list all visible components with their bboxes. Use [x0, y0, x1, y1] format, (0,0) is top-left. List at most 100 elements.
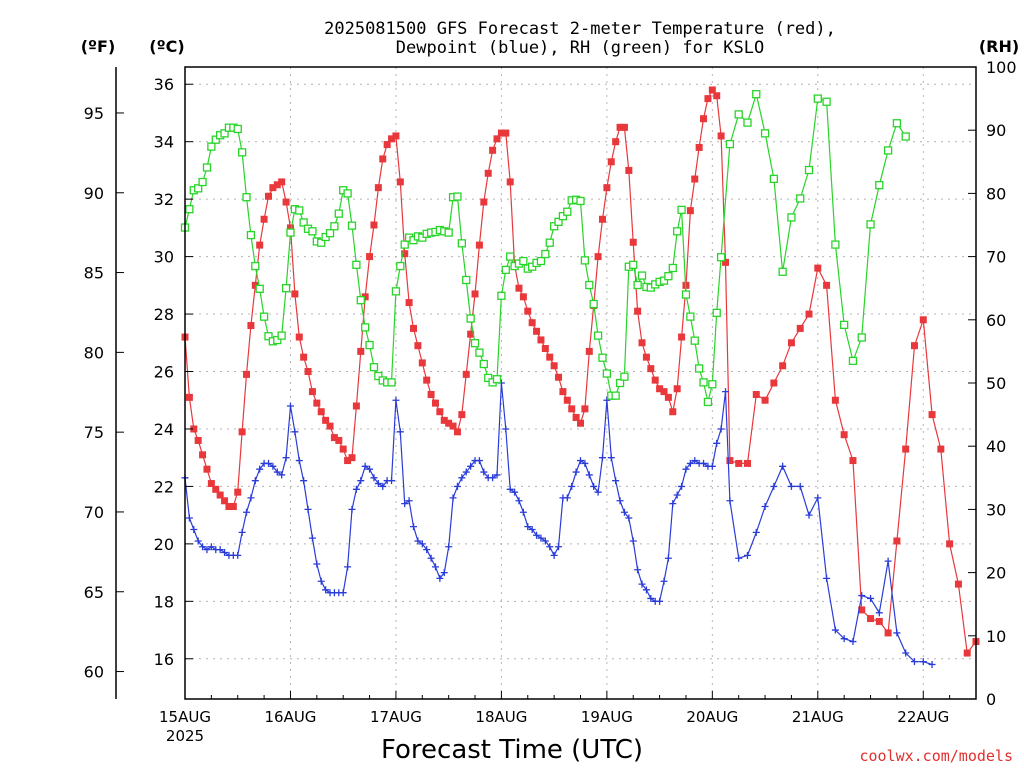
- temperature-point: [840, 431, 848, 439]
- rh-point: [725, 139, 735, 149]
- dewpoint-point: [462, 468, 470, 476]
- rh-point: [501, 265, 510, 275]
- temperature-point: [453, 428, 461, 436]
- dewpoint-point: [291, 428, 299, 436]
- temperature-point: [678, 333, 686, 341]
- temperature-point: [761, 396, 769, 404]
- rh-tick-label: 20: [986, 564, 1006, 583]
- dewpoint-point: [475, 457, 483, 465]
- temperature-point: [462, 370, 470, 378]
- dewpoint-point: [489, 474, 497, 482]
- temperature-point: [735, 459, 743, 467]
- temperature-point: [497, 129, 505, 137]
- dewpoint-point: [638, 580, 646, 588]
- temperature-point: [194, 436, 202, 444]
- dewpoint-point: [278, 471, 286, 479]
- temperature-point: [229, 503, 237, 511]
- dewpoint-point: [243, 508, 251, 516]
- fahrenheit-tick-label: 75: [84, 423, 104, 442]
- dewpoint-point: [581, 459, 589, 467]
- temperature-point: [308, 388, 316, 396]
- dewpoint-point: [379, 482, 387, 490]
- rh-point: [299, 218, 308, 227]
- dewpoint-point: [616, 497, 624, 505]
- temperature-point: [243, 370, 251, 378]
- temperature-point: [594, 253, 602, 261]
- temperature-point: [919, 316, 927, 324]
- fahrenheit-tick-label: 65: [84, 583, 104, 602]
- temperature-point: [660, 388, 668, 396]
- x-tick-label: 20AUG: [686, 708, 738, 726]
- x-tick-label: 22AUG: [897, 708, 949, 726]
- dewpoint-point: [361, 462, 369, 470]
- temperature-point: [787, 339, 795, 347]
- temperature-point: [445, 419, 453, 427]
- celsius-tick-label: 24: [154, 420, 174, 439]
- temperature-point: [330, 434, 338, 442]
- dewpoint-point: [392, 396, 400, 404]
- rh-tick-label: 50: [986, 374, 1006, 393]
- temperature-point: [401, 250, 409, 258]
- dewpoint-point: [256, 465, 264, 473]
- rh-point: [220, 129, 229, 138]
- dewpoint-point: [203, 546, 211, 554]
- temperature-point: [423, 376, 431, 384]
- rh-point: [361, 323, 370, 332]
- series-line-dewpoint: [184, 382, 933, 666]
- temperature-point: [867, 615, 875, 623]
- rh-point: [752, 90, 761, 99]
- rh-point: [506, 252, 515, 261]
- temperature-point: [849, 457, 857, 465]
- temperature-point: [638, 339, 646, 347]
- dewpoint-point: [317, 577, 325, 585]
- dewpoint-point: [625, 514, 633, 522]
- series-layer: [180, 86, 980, 669]
- rh-point: [356, 296, 365, 305]
- temperature-point: [743, 459, 751, 467]
- dewpoint-point: [286, 402, 294, 410]
- celsius-tick-label: 18: [154, 592, 174, 611]
- temperature-point: [216, 491, 224, 499]
- dewpoint-point: [453, 482, 461, 490]
- dewpoint-point: [238, 528, 246, 536]
- temperature-point: [695, 143, 703, 151]
- dewpoint-point: [590, 482, 598, 490]
- rh-point: [598, 353, 607, 362]
- temperature-point: [528, 319, 536, 327]
- temperature-point: [814, 264, 822, 272]
- temperature-point: [392, 132, 400, 140]
- temperature-point: [954, 580, 962, 588]
- rh-point: [695, 364, 704, 373]
- rh-point: [365, 340, 374, 350]
- rh-point: [343, 189, 352, 198]
- dewpoint-point: [669, 500, 677, 508]
- x-tick-label: 19AUG: [581, 708, 633, 726]
- temperature-point: [251, 281, 259, 289]
- credit-link[interactable]: coolwx.com/models: [859, 747, 1013, 765]
- dewpoint-point: [647, 594, 655, 602]
- temperature-point: [581, 405, 589, 413]
- fahrenheit-tick-label: 80: [84, 343, 104, 362]
- dewpoint-point: [620, 508, 628, 516]
- temperature-point: [902, 445, 910, 453]
- temperature-point: [858, 606, 866, 614]
- temperature-point: [203, 465, 211, 473]
- temperature-point: [726, 457, 734, 465]
- dewpoint-point: [199, 543, 207, 551]
- dewpoint-point: [410, 523, 418, 531]
- temperature-point: [427, 390, 435, 398]
- dewpoint-point: [928, 661, 936, 669]
- dewpoint-point: [449, 494, 457, 502]
- temperature-point: [322, 416, 330, 424]
- temperature-point: [212, 485, 220, 493]
- rh-point: [589, 299, 598, 309]
- temperature-point: [286, 224, 294, 232]
- dewpoint-point: [634, 566, 642, 574]
- temperature-point: [383, 141, 391, 149]
- series-dewpoint: [181, 379, 936, 669]
- temperature-point: [326, 422, 334, 430]
- temperature-point: [313, 399, 321, 407]
- temperature-point: [686, 207, 694, 215]
- rh-point: [778, 267, 787, 276]
- temperature-point: [585, 347, 593, 355]
